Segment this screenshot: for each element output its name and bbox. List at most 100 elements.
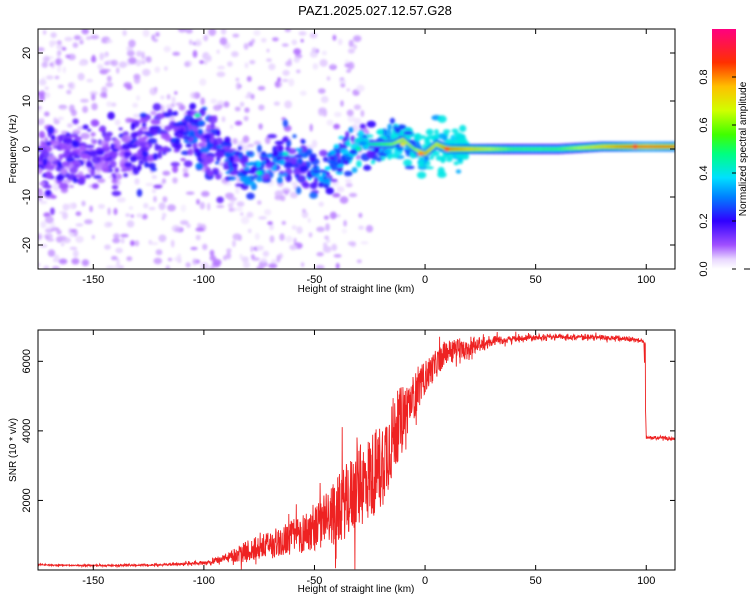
ridge-blob (167, 108, 173, 114)
band-core (407, 142, 410, 146)
band-core (590, 146, 593, 149)
scatter-blob (67, 123, 73, 128)
ridge-blob (214, 161, 220, 165)
scatter-blob (202, 243, 208, 251)
scatter-blob (104, 61, 110, 66)
scatter-blob (52, 183, 61, 191)
band-core (374, 143, 376, 146)
band-core (509, 147, 512, 151)
scatter-blob (135, 59, 142, 67)
ridge-blob (216, 129, 221, 137)
scatter-blob (289, 191, 298, 199)
band-core (468, 147, 471, 151)
band-core (658, 145, 660, 148)
band-core (395, 141, 398, 144)
scatter-blob (196, 198, 200, 205)
band-core (431, 146, 433, 149)
ridge-blob (197, 142, 206, 148)
scatter-blob (75, 211, 82, 216)
band-core (640, 145, 642, 148)
band-core (544, 147, 546, 151)
ridge-blob (324, 177, 333, 183)
ridge-blob (432, 135, 439, 141)
ridge-blob (403, 159, 413, 167)
band-core (370, 143, 372, 146)
ridge-blob (91, 183, 99, 190)
band-core (502, 147, 504, 151)
scatter-blob (174, 227, 182, 233)
band-core (427, 150, 430, 153)
ridge-blob (251, 165, 258, 174)
ridge-blob (84, 174, 92, 179)
ridge-blob (277, 145, 284, 153)
scatter-blob (289, 244, 298, 251)
scatter-blob (281, 43, 289, 47)
scatter-blob (54, 75, 60, 80)
colorbar-ticks: 0.0 0.2 0.4 0.6 0.8 (698, 69, 750, 277)
ridge-blob (139, 127, 149, 131)
scatter-blob (241, 256, 249, 263)
ridge-blob (206, 124, 211, 132)
ridge-blob (282, 119, 289, 128)
scatter-blob (47, 249, 56, 257)
scatter-blob (216, 205, 225, 208)
scatter-blob (239, 101, 245, 107)
scatter-blob (142, 68, 151, 77)
band-core (621, 145, 623, 148)
ridge-blob (47, 154, 56, 162)
scatter-blob (50, 32, 57, 38)
scatter-blob (232, 138, 238, 145)
band-core (543, 147, 545, 151)
ridge-blob (45, 145, 52, 152)
band-core (575, 146, 577, 150)
ridge-blob (150, 118, 161, 124)
scatter-blob (244, 107, 250, 113)
scatter-blob (141, 213, 148, 220)
ridge-blob (413, 133, 423, 142)
x-tick-label: -50 (307, 274, 323, 286)
scatter-blob (316, 252, 324, 257)
ridge-blob (183, 160, 193, 168)
scatter-blob (298, 31, 307, 36)
band-core (389, 143, 391, 146)
band-core (507, 147, 509, 151)
hot-spot (417, 151, 424, 156)
ridge-blob (141, 121, 147, 129)
ridge-blob (186, 123, 192, 127)
scatter-blob (84, 219, 93, 225)
scatter-blob (120, 233, 129, 238)
scatter-blob (326, 76, 331, 81)
ridge-blob (77, 142, 87, 146)
scatter-blob (257, 85, 266, 91)
ridge-blob (111, 184, 119, 190)
scatter-blob (330, 63, 336, 69)
band-core (589, 146, 591, 149)
band-core (610, 145, 613, 148)
band-core (397, 140, 399, 143)
scatter-blob (62, 203, 70, 211)
scatter-blob (71, 258, 80, 265)
scatter-blob (281, 187, 291, 194)
ridge-blob (429, 156, 434, 160)
ridge-blob (444, 138, 451, 143)
scatter-blob (200, 262, 209, 269)
ridge-blob (161, 146, 170, 153)
band-core (401, 138, 403, 142)
ridge-blob (432, 150, 440, 157)
ridge-blob (233, 150, 241, 157)
scatter-blob (347, 114, 356, 123)
scatter-blob (255, 245, 264, 251)
ridge-blob (426, 160, 431, 166)
colorbar-tick-label: 0.6 (698, 117, 710, 132)
scatter-blob (246, 91, 252, 99)
scatter-blob (126, 256, 133, 262)
scatter-blob (339, 196, 349, 204)
ridge-blob (267, 134, 277, 139)
ridge-blob (305, 148, 313, 155)
band-core (548, 147, 550, 151)
band-core (665, 145, 667, 148)
scatter-blob (130, 240, 135, 247)
scatter-blob (346, 109, 354, 117)
ridge-blob (351, 167, 358, 173)
